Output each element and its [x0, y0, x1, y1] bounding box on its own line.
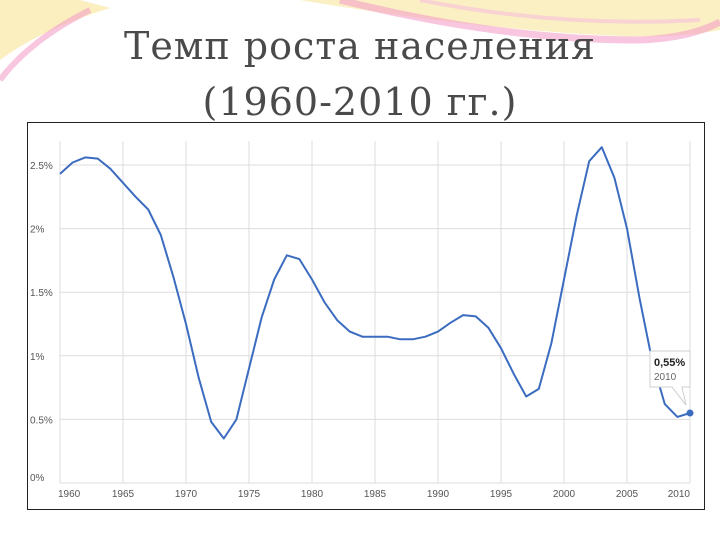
x-tick-label: 1995 — [490, 489, 513, 500]
slide-title-line-1: Темп роста населения — [123, 24, 597, 68]
tooltip-box — [649, 350, 691, 406]
x-tick-label: 1970 — [175, 489, 198, 500]
x-tick-label: 2010 — [668, 489, 691, 500]
chart-frame: 0% 0.5% 1% 1.5% 2% 2.5% 1960 1965 1970 1975 1980 19… — [27, 122, 705, 510]
x-tick-label: 1985 — [364, 489, 387, 500]
data-point-marker — [686, 409, 694, 417]
slide-title-line-2: (1960-2010 гг.) — [202, 80, 518, 124]
header-decoration — [0, 0, 720, 82]
y-tick-label: 1% — [30, 352, 45, 363]
y-tick-label: 0% — [30, 473, 45, 484]
x-tick-label: 2000 — [553, 489, 576, 500]
y-tick-label: 1.5% — [30, 288, 53, 299]
series-line — [59, 146, 691, 440]
y-tick-label: 0.5% — [30, 415, 53, 426]
y-tick-label: 2.5% — [30, 161, 53, 172]
population-growth-chart: 0% 0.5% 1% 1.5% 2% 2.5% 1960 1965 1970 1975 1980 19… — [30, 141, 694, 500]
x-tick-label: 2005 — [616, 489, 639, 500]
tooltip-year: 2010 — [654, 372, 677, 383]
x-tick-label: 1965 — [112, 489, 135, 500]
tooltip-value: 0,55% — [654, 357, 685, 369]
x-tick-label: 1975 — [238, 489, 261, 500]
x-tick-label: 1990 — [427, 489, 450, 500]
x-tick-label: 1960 — [58, 489, 81, 500]
slide-title: Темп роста населения (1960-2010 гг.) — [0, 18, 720, 130]
y-tick-label: 2% — [30, 225, 45, 236]
x-tick-label: 1980 — [301, 489, 324, 500]
